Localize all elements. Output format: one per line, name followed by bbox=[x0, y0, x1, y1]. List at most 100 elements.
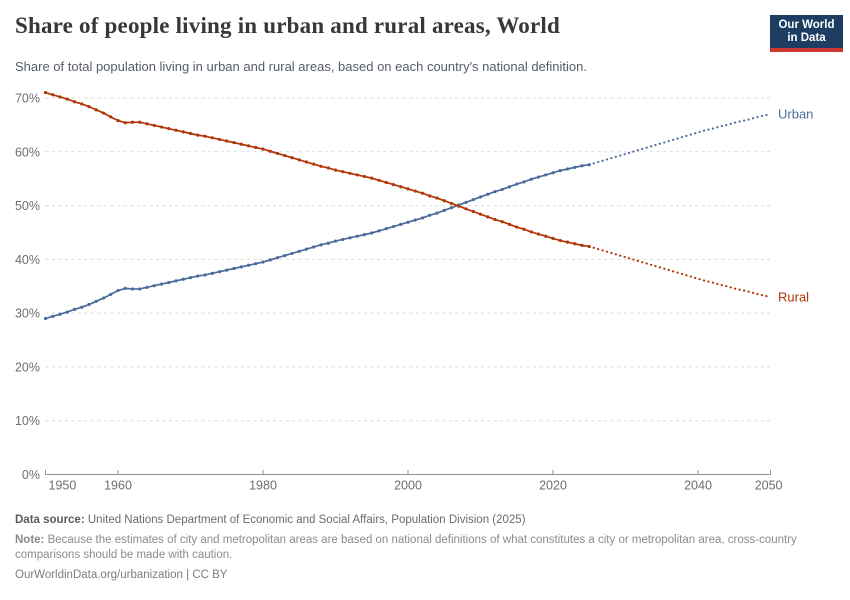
owid-logo[interactable]: Our World in Data bbox=[770, 15, 843, 52]
data-point-marker bbox=[101, 296, 106, 300]
y-tick-label: 60% bbox=[15, 145, 40, 159]
data-point-marker bbox=[362, 174, 367, 179]
data-point-marker bbox=[239, 142, 243, 146]
data-point-marker bbox=[232, 141, 236, 145]
data-point-marker bbox=[297, 249, 301, 253]
data-point-marker bbox=[413, 189, 417, 193]
data-point-marker bbox=[43, 91, 48, 95]
data-source-label: Data source: bbox=[15, 514, 85, 526]
data-point-marker bbox=[377, 178, 381, 182]
data-point-marker bbox=[391, 182, 396, 187]
data-point-marker bbox=[551, 171, 555, 175]
data-point-marker bbox=[159, 125, 164, 129]
data-point-marker bbox=[152, 284, 156, 288]
note-line: Note: Because the estimates of city and … bbox=[15, 533, 835, 563]
data-point-marker bbox=[471, 198, 475, 202]
data-point-marker bbox=[573, 165, 577, 169]
data-point-marker bbox=[196, 274, 200, 278]
data-point-marker bbox=[254, 262, 258, 266]
data-point-marker bbox=[217, 270, 222, 274]
data-point-marker bbox=[333, 168, 338, 172]
data-point-marker bbox=[203, 134, 207, 138]
data-point-marker bbox=[449, 201, 454, 206]
data-point-marker bbox=[558, 169, 562, 173]
data-point-marker bbox=[500, 187, 504, 192]
data-point-marker bbox=[58, 95, 62, 99]
chart-footer: Data source: United Nations Department o… bbox=[15, 513, 835, 583]
data-point-marker bbox=[145, 122, 149, 126]
data-point-marker bbox=[275, 151, 280, 155]
data-point-marker bbox=[406, 220, 410, 224]
data-point-marker bbox=[507, 185, 512, 189]
data-point-marker bbox=[290, 156, 294, 160]
data-point-marker bbox=[478, 212, 483, 216]
data-point-marker bbox=[428, 194, 432, 198]
y-tick-label: 40% bbox=[15, 253, 40, 267]
data-point-marker bbox=[254, 145, 258, 150]
data-point-marker bbox=[515, 225, 519, 229]
data-point-marker bbox=[536, 232, 541, 236]
data-point-marker bbox=[80, 305, 84, 309]
data-point-marker bbox=[152, 123, 156, 128]
x-tick-label: 2000 bbox=[394, 479, 422, 493]
data-point-marker bbox=[326, 241, 330, 245]
data-point-marker bbox=[188, 276, 193, 280]
data-point-marker bbox=[413, 218, 417, 222]
data-point-marker bbox=[101, 111, 106, 115]
cc-by-link[interactable]: CC BY bbox=[192, 569, 228, 581]
data-point-marker bbox=[580, 243, 584, 247]
data-point-marker bbox=[435, 196, 439, 200]
data-point-marker bbox=[370, 176, 374, 180]
data-point-marker bbox=[391, 224, 396, 229]
data-point-marker bbox=[109, 115, 113, 119]
data-point-marker bbox=[297, 158, 301, 162]
data-point-marker bbox=[326, 166, 330, 170]
data-point-marker bbox=[87, 302, 91, 307]
data-point-marker bbox=[551, 236, 555, 240]
data-point-marker bbox=[348, 171, 352, 175]
series-label-urban[interactable]: Urban bbox=[778, 107, 813, 122]
data-point-marker bbox=[573, 242, 577, 246]
data-point-marker bbox=[80, 102, 84, 106]
data-point-marker bbox=[123, 121, 127, 125]
data-point-marker bbox=[435, 211, 439, 215]
data-point-marker bbox=[138, 287, 142, 291]
data-point-marker bbox=[43, 316, 48, 321]
data-point-marker bbox=[188, 131, 193, 136]
data-point-marker bbox=[312, 245, 316, 249]
data-point-marker bbox=[261, 260, 265, 264]
x-tick-label: 2020 bbox=[539, 479, 567, 493]
data-point-marker bbox=[529, 230, 533, 234]
data-point-marker bbox=[130, 120, 135, 124]
data-point-marker bbox=[536, 175, 541, 179]
y-tick-label: 50% bbox=[15, 199, 40, 213]
data-point-marker bbox=[65, 97, 69, 101]
series-label-rural[interactable]: Rural bbox=[778, 290, 809, 305]
data-point-marker bbox=[428, 213, 432, 217]
data-point-marker bbox=[290, 251, 294, 256]
data-point-marker bbox=[362, 233, 367, 237]
y-tick-label: 70% bbox=[15, 92, 40, 106]
note-text: Because the estimates of city and metrop… bbox=[15, 534, 797, 561]
series-projection-rural bbox=[588, 245, 772, 299]
license-separator: | bbox=[186, 569, 190, 581]
data-point-marker bbox=[225, 268, 229, 272]
data-point-marker bbox=[341, 170, 345, 174]
data-point-marker bbox=[370, 231, 374, 235]
y-tick-label: 0% bbox=[22, 468, 40, 482]
data-point-marker bbox=[544, 234, 548, 238]
data-point-marker bbox=[167, 280, 171, 285]
x-tick-label: 1950 bbox=[49, 479, 77, 493]
data-point-marker bbox=[268, 258, 272, 262]
data-point-marker bbox=[239, 265, 243, 269]
data-point-marker bbox=[312, 162, 316, 166]
data-point-marker bbox=[319, 243, 323, 247]
series-projection-urban bbox=[588, 113, 772, 166]
data-point-marker bbox=[159, 282, 164, 286]
data-point-marker bbox=[87, 105, 91, 109]
data-point-marker bbox=[522, 180, 526, 184]
y-tick-label: 10% bbox=[15, 414, 40, 428]
owid-url-link[interactable]: OurWorldinData.org/urbanization bbox=[15, 569, 183, 581]
